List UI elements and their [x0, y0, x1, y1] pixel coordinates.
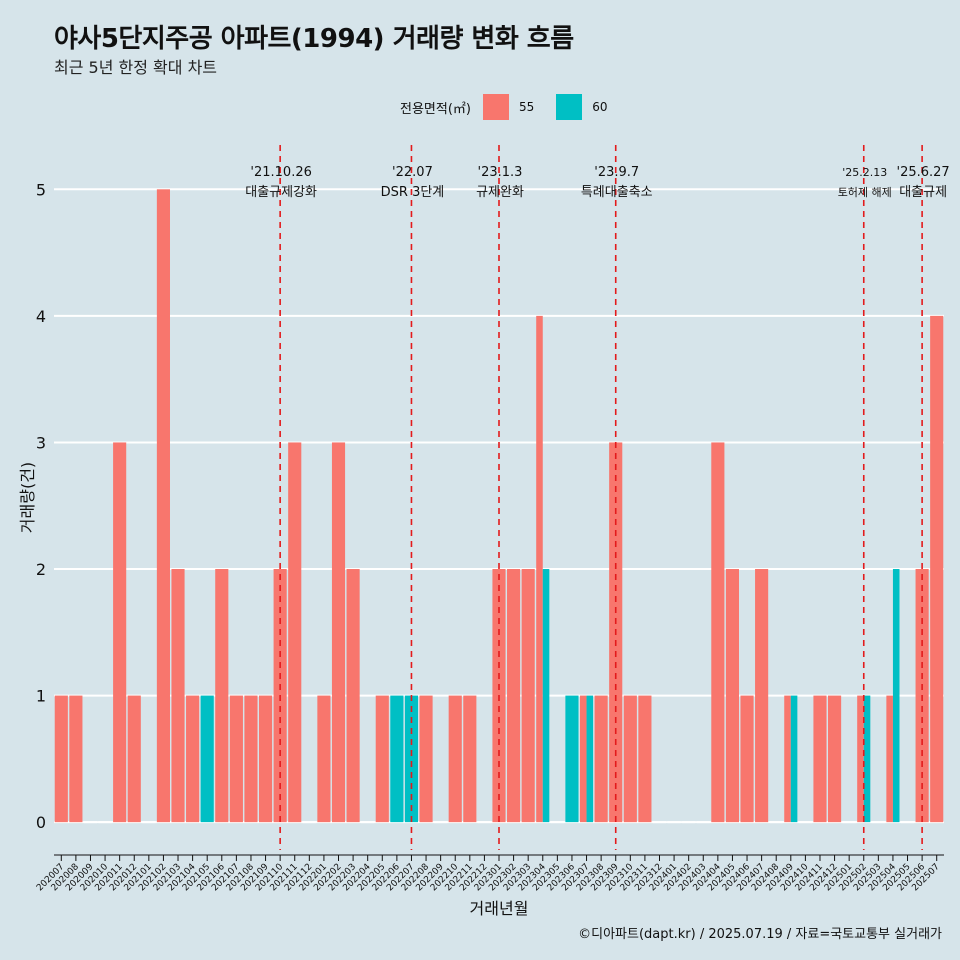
bar-zero-202410 — [798, 821, 812, 824]
bar-55-202107 — [229, 695, 243, 823]
bar-zero-202112 — [302, 821, 316, 824]
event-name-label: DSR 3단계 — [381, 185, 445, 200]
event-date-label: '21.10.26 — [250, 165, 311, 180]
bar-55-202210 — [448, 695, 462, 823]
y-tick-label: 5 — [36, 180, 46, 199]
bar-55-202310 — [623, 695, 637, 823]
bar-55-202507 — [930, 315, 944, 823]
bar-60-202409 — [790, 695, 798, 823]
bar-55-202409 — [784, 695, 791, 823]
bar-55-202201 — [317, 695, 331, 823]
bar-zero-202305 — [550, 821, 564, 824]
bar-55-202104 — [186, 695, 200, 823]
bar-55-202111 — [288, 442, 302, 823]
bar-zero-202505 — [900, 821, 915, 824]
bar-zero-202204 — [361, 821, 375, 824]
event-name-label: 대출규제 — [899, 185, 947, 200]
legend-key-60 — [556, 94, 583, 120]
bar-zero-202010 — [98, 821, 112, 824]
bar-55-202012 — [127, 695, 141, 823]
bar-55-202102 — [156, 189, 170, 823]
bar-zero-202312 — [652, 821, 667, 824]
legend: 전용면적(㎡) 55 60 — [400, 94, 630, 120]
bar-zero-202101 — [142, 821, 156, 824]
y-tick-label: 4 — [36, 307, 46, 326]
bar-55-202304 — [536, 315, 543, 823]
event-name-label: 특례대출축소 — [581, 185, 653, 200]
bar-55-202205 — [375, 695, 389, 823]
bar-55-202109 — [258, 695, 273, 823]
bar-zero-202212 — [477, 821, 491, 824]
bar-55-202405 — [725, 569, 740, 823]
event-name-label: 대출규제강화 — [245, 185, 317, 200]
bar-55-202202 — [331, 442, 346, 823]
bar-60-202304 — [542, 569, 550, 823]
legend-title: 전용면적(㎡) — [400, 101, 471, 117]
bar-55-202311 — [638, 695, 652, 823]
bar-55-202302 — [507, 569, 521, 823]
bar-60-202105 — [200, 695, 214, 823]
bar-60-202307 — [586, 695, 594, 823]
event-date-label: '25.6.27 — [897, 165, 950, 180]
event-date-label: '23.9.7 — [594, 165, 639, 180]
bar-zero-202402 — [682, 821, 696, 824]
bar-55-202211 — [463, 695, 477, 823]
bar-60-202206 — [390, 695, 404, 823]
bar-55-202404 — [711, 442, 725, 823]
legend-label-55: 55 — [518, 100, 535, 114]
bar-zero-202401 — [667, 821, 681, 824]
event-name-label: 토허제 해제 — [838, 185, 892, 199]
source-caption: ©디아파트(dapt.kr) / 2025.07.19 / 자료=국토교통부 실… — [578, 927, 942, 942]
y-tick-label: 3 — [36, 433, 46, 452]
bar-55-202008 — [69, 695, 83, 823]
bar-55-202412 — [828, 695, 842, 823]
bar-zero-202009 — [83, 821, 98, 824]
y-tick-label: 0 — [36, 813, 46, 832]
bar-55-202406 — [740, 695, 754, 823]
chart-title: 야사5단지주공 아파트(1994) 거래량 변화 흐름 — [54, 24, 574, 54]
bar-55-202208 — [419, 695, 433, 823]
bar-55-202203 — [346, 569, 360, 823]
bar-zero-202209 — [434, 821, 448, 824]
bar-55-202411 — [813, 695, 827, 823]
bar-60-202207 — [404, 695, 419, 823]
bar-55-202106 — [215, 569, 229, 823]
bar-55-202108 — [244, 695, 258, 823]
y-tick-label: 2 — [36, 560, 46, 579]
y-axis-title: 거래량(건) — [18, 462, 37, 533]
bar-zero-202403 — [696, 821, 710, 824]
bar-55-202007 — [54, 695, 68, 823]
y-tick-label: 1 — [36, 687, 46, 706]
chart-subtitle: 최근 5년 한정 확대 차트 — [54, 58, 218, 77]
bar-55-202504 — [886, 695, 893, 823]
bar-55-202303 — [521, 569, 535, 823]
bar-60-202504 — [892, 569, 900, 823]
bar-55-202407 — [755, 569, 769, 823]
bar-zero-202503 — [871, 821, 885, 824]
bar-zero-202501 — [842, 821, 856, 824]
bar-55-202011 — [113, 442, 127, 823]
bar-55-202308 — [594, 695, 608, 823]
bar-zero-202408 — [769, 821, 783, 824]
bar-55-202502 — [857, 695, 864, 823]
bar-60-202502 — [863, 695, 871, 823]
event-date-label: '25.2.13 — [842, 166, 887, 179]
event-date-label: '23.1.3 — [478, 165, 523, 180]
event-name-label: 규제완화 — [476, 185, 524, 200]
event-date-label: '22.07 — [392, 165, 433, 180]
bar-60-202306 — [565, 695, 579, 823]
bar-55-202103 — [171, 569, 185, 823]
x-axis-title: 거래년월 — [470, 899, 529, 918]
legend-label-60: 60 — [592, 100, 608, 114]
legend-key-55 — [482, 94, 509, 120]
bar-55-202307 — [579, 695, 587, 823]
